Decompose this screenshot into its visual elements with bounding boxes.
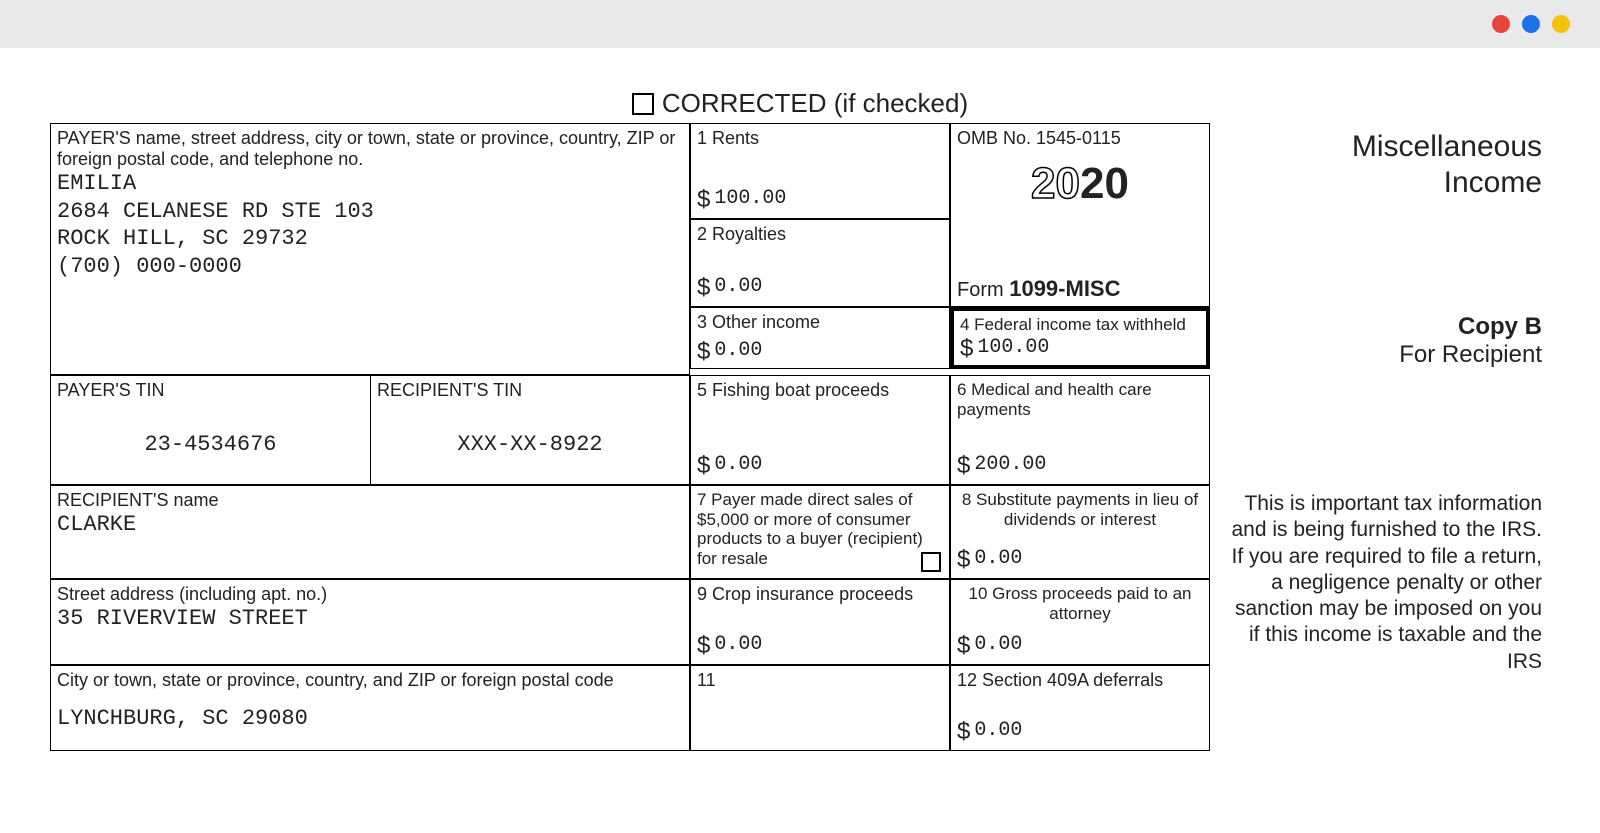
box-4-label: 4 Federal income tax withheld (960, 315, 1200, 335)
box-9-value: 0.00 (714, 633, 762, 656)
year-outline: 20 (1031, 159, 1080, 208)
box-1-label: 1 Rents (697, 128, 943, 149)
box-1-value: 100.00 (714, 187, 786, 210)
dollar-sign-icon: $ (960, 335, 973, 363)
form-title-line2: Income (1224, 165, 1542, 201)
box-6-label: 6 Medical and health care payments (957, 380, 1203, 420)
recipient-tin-cell: RECIPIENT'S TIN XXX-XX-8922 (371, 376, 689, 484)
copy-designation: Copy B For Recipient (1210, 307, 1550, 375)
traffic-light-max-icon[interactable] (1552, 15, 1570, 33)
payer-phone: (700) 000-0000 (57, 253, 683, 281)
payer-name: EMILIA (57, 170, 683, 198)
payer-info-label: PAYER'S name, street address, city or to… (57, 128, 683, 170)
recipient-tin-value: XXX-XX-8922 (377, 401, 683, 459)
side-spacer (1210, 375, 1550, 485)
payer-info-cell: PAYER'S name, street address, city or to… (50, 123, 690, 375)
form-title: Miscellaneous Income (1210, 123, 1550, 307)
irs-notice-text: This is important tax information and is… (1231, 492, 1542, 673)
dollar-sign-icon: $ (957, 632, 970, 660)
box-8-label: 8 Substitute payments in lieu of dividen… (957, 490, 1203, 530)
dollar-sign-icon: $ (697, 274, 710, 302)
dollar-sign-icon: $ (957, 452, 970, 480)
box-11: 11 (690, 665, 950, 751)
form-name-prefix: Form (957, 279, 1009, 301)
box-10-label: 10 Gross proceeds paid to an attorney (957, 584, 1203, 624)
year-bold: 20 (1080, 159, 1129, 208)
form-1099-misc: CORRECTED (if checked) PAYER'S name, str… (0, 48, 1600, 751)
window-titlebar (0, 0, 1600, 48)
dollar-sign-icon: $ (697, 338, 710, 366)
box-4-value: 100.00 (977, 336, 1049, 359)
corrected-row: CORRECTED (if checked) (50, 88, 1550, 119)
box-2-value: 0.00 (714, 275, 762, 298)
box-8-value: 0.00 (974, 547, 1022, 570)
box-2-label: 2 Royalties (697, 224, 943, 245)
recipient-city: LYNCHBURG, SC 29080 (57, 691, 683, 733)
dollar-sign-icon: $ (697, 186, 710, 214)
recipient-name: CLARKE (57, 511, 683, 539)
box-9-crop: 9 Crop insurance proceeds $ 0.00 (690, 579, 950, 665)
box-3-value: 0.00 (714, 339, 762, 362)
recipient-city-cell: City or town, state or province, country… (50, 665, 690, 751)
box-3-label: 3 Other income (697, 312, 943, 333)
box-3-other-income: 3 Other income $ 0.00 (690, 307, 950, 369)
recipient-street-label: Street address (including apt. no.) (57, 584, 683, 605)
box-4-fed-tax-withheld: 4 Federal income tax withheld $ 100.00 (950, 307, 1210, 369)
recipient-tin-label: RECIPIENT'S TIN (377, 380, 683, 401)
recipient-name-label: RECIPIENT'S name (57, 490, 683, 511)
form-title-line1: Miscellaneous (1224, 129, 1542, 165)
corrected-label: CORRECTED (if checked) (662, 88, 968, 119)
irs-notice: This is important tax information and is… (1210, 485, 1550, 751)
form-name-value: 1099-MISC (1009, 276, 1120, 301)
box-11-label: 11 (697, 670, 943, 691)
recipient-street: 35 RIVERVIEW STREET (57, 605, 683, 633)
corrected-checkbox[interactable] (632, 93, 654, 115)
box-10-attorney: 10 Gross proceeds paid to an attorney $ … (950, 579, 1210, 665)
recipient-street-cell: Street address (including apt. no.) 35 R… (50, 579, 690, 665)
copy-line2: For Recipient (1224, 341, 1542, 369)
box-8-substitute: 8 Substitute payments in lieu of dividen… (950, 485, 1210, 579)
tin-row: PAYER'S TIN 23-4534676 RECIPIENT'S TIN X… (50, 375, 690, 485)
box-12-value: 0.00 (974, 719, 1022, 742)
dollar-sign-icon: $ (697, 632, 710, 660)
box-5-label: 5 Fishing boat proceeds (697, 380, 943, 401)
dollar-sign-icon: $ (957, 718, 970, 746)
form-name: Form 1099-MISC (957, 270, 1121, 302)
omb-label: OMB No. 1545-0115 (957, 128, 1203, 149)
box-5-value: 0.00 (714, 453, 762, 476)
payer-tin-value: 23-4534676 (57, 401, 364, 459)
box-2-royalties: 2 Royalties $ 0.00 (690, 219, 950, 307)
box-9-label: 9 Crop insurance proceeds (697, 584, 943, 605)
recipient-city-label: City or town, state or province, country… (57, 670, 683, 691)
dollar-sign-icon: $ (697, 452, 710, 480)
omb-year-cell: OMB No. 1545-0115 2020 Form 1099-MISC (950, 123, 1210, 307)
box-10-value: 0.00 (974, 633, 1022, 656)
payer-tin-label: PAYER'S TIN (57, 380, 364, 401)
payer-tin-cell: PAYER'S TIN 23-4534676 (51, 376, 371, 484)
box-6-value: 200.00 (974, 453, 1046, 476)
traffic-light-close-icon[interactable] (1492, 15, 1510, 33)
box-1-rents: 1 Rents $ 100.00 (690, 123, 950, 219)
traffic-light-min-icon[interactable] (1522, 15, 1540, 33)
box-7-label: 7 Payer made direct sales of $5,000 or m… (697, 490, 943, 568)
tax-year: 2020 (957, 149, 1203, 209)
box-7-direct-sales: 7 Payer made direct sales of $5,000 or m… (690, 485, 950, 579)
recipient-name-cell: RECIPIENT'S name CLARKE (50, 485, 690, 579)
copy-line1: Copy B (1224, 313, 1542, 341)
box-12-409a: 12 Section 409A deferrals $ 0.00 (950, 665, 1210, 751)
box-6-medical: 6 Medical and health care payments $ 200… (950, 375, 1210, 485)
box-5-fishing: 5 Fishing boat proceeds $ 0.00 (690, 375, 950, 485)
payer-city: ROCK HILL, SC 29732 (57, 225, 683, 253)
box-12-label: 12 Section 409A deferrals (957, 670, 1203, 691)
payer-addr1: 2684 CELANESE RD STE 103 (57, 198, 683, 226)
box-7-checkbox[interactable] (921, 552, 941, 572)
dollar-sign-icon: $ (957, 546, 970, 574)
